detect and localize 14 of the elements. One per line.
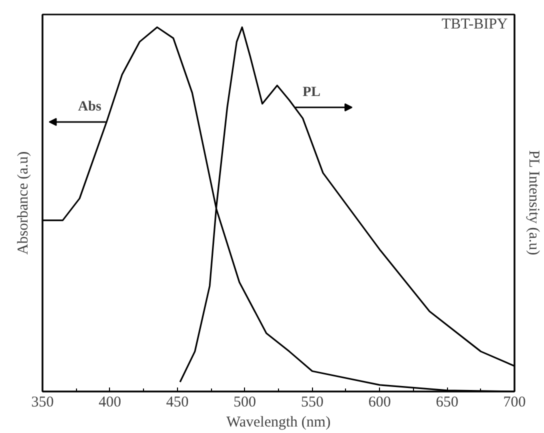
x-tick-label: 400 bbox=[98, 394, 122, 410]
annotation: TBT-BIPY bbox=[442, 16, 508, 32]
x-tick-label: 550 bbox=[300, 394, 324, 410]
annotation: Abs bbox=[78, 100, 102, 115]
x-tick-label: 500 bbox=[234, 394, 256, 410]
x-axis-title: Wavelength (nm) bbox=[226, 414, 331, 430]
x-tick-label: 600 bbox=[368, 394, 391, 410]
x-tick-label: 650 bbox=[436, 394, 458, 410]
y-axis-title: Absorbance (a.u) bbox=[16, 151, 32, 255]
x-tick-label: 450 bbox=[166, 394, 189, 410]
y2-axis-title: PL Intensity (a.u) bbox=[526, 150, 542, 256]
x-tick-label: 700 bbox=[503, 394, 526, 410]
annotation: PL bbox=[302, 85, 320, 100]
x-tick-label: 350 bbox=[31, 394, 54, 410]
